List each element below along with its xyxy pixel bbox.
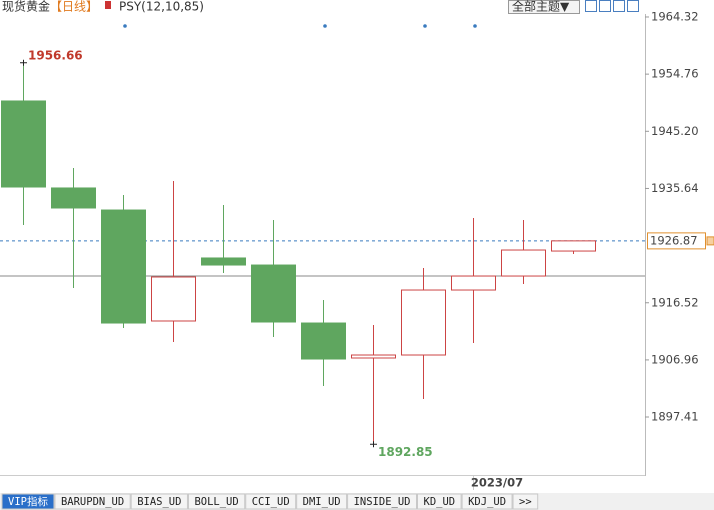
title: 现货黄金 — [2, 0, 50, 14]
tab[interactable] — [417, 493, 462, 510]
candle-body — [201, 257, 246, 266]
y-tick-label: 1945.20 — [651, 124, 699, 138]
min-marker — [370, 441, 377, 448]
tab-label[interactable]: KDJ_UD — [468, 496, 506, 508]
current-price-label: 1926.87 — [650, 233, 698, 247]
tab-label[interactable]: BIAS_UD — [137, 496, 181, 508]
candle-body — [501, 249, 546, 277]
candle-body — [451, 275, 496, 291]
indicator: PSY(12,10,85) — [119, 0, 204, 14]
max-label: 1956.66 — [28, 48, 83, 62]
tab[interactable] — [461, 493, 513, 510]
candle-body — [1, 100, 46, 188]
tab-label[interactable]: DMI_UD — [303, 496, 341, 508]
tab[interactable] — [187, 493, 246, 510]
min-label: 1892.85 — [378, 445, 433, 459]
event-dots — [123, 24, 477, 28]
theme-button-label[interactable]: 全部主题▼ — [512, 0, 570, 14]
candle-body — [51, 187, 96, 209]
tab-label[interactable]: >> — [519, 496, 532, 508]
tab[interactable] — [512, 493, 539, 510]
tab-label[interactable]: BARUPDN_UD — [61, 496, 124, 508]
y-tick-label: 1916.52 — [651, 295, 699, 309]
candle-body — [251, 264, 296, 323]
tab[interactable] — [130, 493, 188, 510]
indicator-icon — [105, 1, 111, 9]
max-marker — [20, 59, 27, 66]
period: 【日线】 — [50, 0, 98, 14]
tab[interactable] — [347, 493, 417, 510]
price-marker — [706, 236, 714, 246]
candle-body — [151, 276, 196, 322]
tab-label[interactable]: INSIDE_UD — [354, 496, 411, 508]
tab[interactable] — [245, 493, 297, 510]
y-tick-label: 1964.32 — [651, 9, 699, 23]
candle-body — [351, 354, 396, 359]
tab-label[interactable]: KD_UD — [424, 496, 456, 508]
tab[interactable] — [296, 493, 348, 510]
theme-button[interactable] — [508, 0, 580, 14]
y-tick-label: 1906.96 — [651, 352, 699, 366]
x-tick-label: 2023/07 — [471, 476, 523, 490]
toolbar-icons — [585, 0, 639, 12]
tab-label[interactable]: CCI_UD — [252, 496, 290, 508]
tab[interactable] — [1, 493, 55, 510]
candle-body — [301, 322, 346, 360]
candle-body — [101, 209, 146, 324]
y-tick-label: 1954.76 — [651, 67, 699, 81]
candle-body — [551, 240, 596, 252]
tab-label[interactable]: BOLL_UD — [194, 496, 238, 508]
y-tick-label: 1897.41 — [651, 410, 699, 424]
tab-label[interactable]: VIP指标 — [8, 495, 48, 508]
tab[interactable] — [54, 493, 131, 510]
candle-body — [401, 289, 446, 356]
y-tick-label: 1935.64 — [651, 181, 699, 195]
current-price-box — [647, 232, 706, 250]
